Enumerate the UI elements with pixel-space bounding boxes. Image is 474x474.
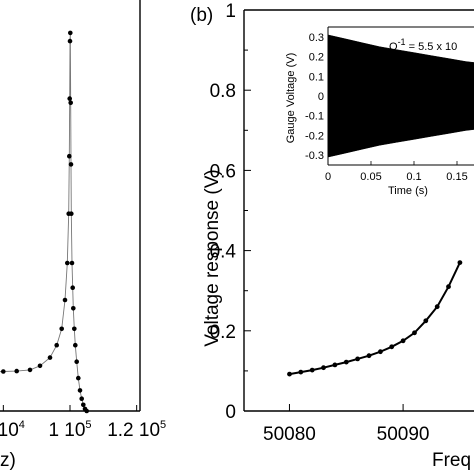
panel-b: (b) 0 0.2 0.4 0.6 0.8 1 50080 50090 Voltage res… xyxy=(190,1,474,471)
left-data-point xyxy=(1,369,6,374)
inset-y-axis-label: Gauge Voltage (V) xyxy=(285,53,297,144)
left-data-layer xyxy=(0,0,141,414)
inset-y-tick-label: -0.2 xyxy=(305,130,324,142)
panel-b-data-point xyxy=(287,371,292,377)
panel-b-y-tick-label: 0.4 xyxy=(210,242,237,263)
left-data-point xyxy=(77,388,83,393)
left-data-point xyxy=(69,260,75,266)
panel-b-data-point xyxy=(434,304,440,310)
left-data-point xyxy=(72,326,77,332)
panel-b-data-point xyxy=(378,349,383,355)
left-data-point xyxy=(59,326,64,332)
inset-y-tick-label: 0 xyxy=(318,91,324,103)
panel-b-y-tick-label: 0 xyxy=(225,402,236,423)
panel-b-label: (b) xyxy=(190,5,213,26)
left-data-point xyxy=(79,396,84,402)
inset-x-tick-label: 0 xyxy=(325,171,331,183)
panel-b-data-point xyxy=(298,369,304,375)
panel-b-data-point xyxy=(412,330,417,336)
left-x-tick-label-main: 8 10 xyxy=(0,420,19,441)
left-x-tick-label-main: 1 10 xyxy=(48,420,85,441)
inset-y-tick-label: 0.1 xyxy=(309,71,324,83)
left-data-point xyxy=(76,375,81,381)
inset-x-tick-label: 0.05 xyxy=(360,171,381,183)
left-data-point xyxy=(27,367,33,373)
panel-b-ticks: 0 0.2 0.4 0.6 0.8 1 50080 50090 xyxy=(210,1,430,445)
left-data-point xyxy=(68,30,73,36)
inset-panel: 0.30.20.10-0.1-0.2-0.30 0.05 0.1 0.15 Gauge… xyxy=(281,22,474,198)
panel-b-data-point xyxy=(332,362,338,368)
left-data-point xyxy=(81,402,86,408)
inset-signal-envelope xyxy=(327,34,474,158)
left-data-point xyxy=(68,100,73,106)
left-data-point xyxy=(37,363,43,369)
left-data-point xyxy=(70,285,75,291)
left-x-tick-label-exp: 4 xyxy=(19,419,25,431)
inset-y-tick-label: -0.3 xyxy=(305,150,324,162)
inset-x-tick-label: 0.1 xyxy=(406,171,421,183)
panel-b-y-axis-label: Voltage response (V) xyxy=(202,169,223,346)
left-x-tick-label-exp: 5 xyxy=(160,419,166,431)
panel-b-data-point xyxy=(446,284,451,290)
inset-annotation-sup: -1 xyxy=(398,37,406,47)
inset-y-tick-label: -0.1 xyxy=(305,111,324,123)
panel-b-data-point xyxy=(423,318,429,324)
panel-b-data-point xyxy=(309,367,315,373)
left-data-point xyxy=(54,342,59,348)
panel-b-x-axis-label: Freq xyxy=(432,450,471,471)
panel-b-data-point xyxy=(343,359,349,365)
left-data-point xyxy=(74,359,79,365)
inset-annotation-rest: = 5.5 x 10 xyxy=(406,41,458,53)
inset-data-layer xyxy=(327,34,474,158)
left-x-tick-label-main: 1.2 10 xyxy=(107,420,160,441)
left-x-axis-label: z) xyxy=(0,450,16,471)
left-data-point xyxy=(65,260,70,266)
panel-b-x-tick-label: 50090 xyxy=(377,424,430,445)
left-data-point xyxy=(67,153,72,159)
inset-x-axis-label: Time (s) xyxy=(388,185,428,197)
panel-b-y-tick-label: 0.8 xyxy=(210,81,236,102)
left-data-point xyxy=(67,38,73,44)
left-data-point xyxy=(69,211,74,216)
left-series-line xyxy=(0,32,88,412)
left-x-tick-label-exp: 5 xyxy=(85,419,91,431)
panel-b-data-point xyxy=(400,338,406,344)
panel-b-series-line xyxy=(289,262,461,376)
left-data-point xyxy=(84,408,89,414)
inset-x-tick-label: 0.15 xyxy=(446,171,467,183)
panel-b-data-point xyxy=(355,356,360,362)
left-data-point xyxy=(67,96,72,101)
left-x-tick-label: 1.2 105 xyxy=(107,419,166,441)
left-data-point xyxy=(47,355,53,360)
panel-b-data-point xyxy=(389,344,395,350)
panel-b-data-point xyxy=(457,260,463,265)
left-data-point xyxy=(71,306,76,311)
panel-b-data-point xyxy=(321,365,326,371)
panel-b-y-tick-label: 1 xyxy=(225,1,236,22)
panel-b-data-point xyxy=(366,353,372,359)
inset-y-tick-label: 0.2 xyxy=(309,52,324,64)
inset-annotation-main: Q xyxy=(389,41,398,53)
left-x-tick-label: 1 105 xyxy=(48,419,91,441)
left-x-tick-label: 8 104 xyxy=(0,419,25,441)
inset-ticks: 0.30.20.10-0.1-0.2-0.30 0.05 0.1 0.15 xyxy=(305,32,468,183)
left-data-point xyxy=(14,368,19,374)
panel-b-data-layer xyxy=(287,260,463,377)
inset-y-tick-label: 0.3 xyxy=(309,32,324,44)
left-data-point xyxy=(73,342,78,348)
left-data-point xyxy=(62,297,68,303)
panel-b-y-tick-label: 0.2 xyxy=(210,322,236,343)
panel-b-x-tick-label: 50080 xyxy=(263,424,316,445)
panel-b-y-tick-label: 0.6 xyxy=(210,161,236,182)
left-data-point xyxy=(68,162,74,167)
inset-annotation: Q-1 = 5.5 x 10 xyxy=(389,37,457,53)
